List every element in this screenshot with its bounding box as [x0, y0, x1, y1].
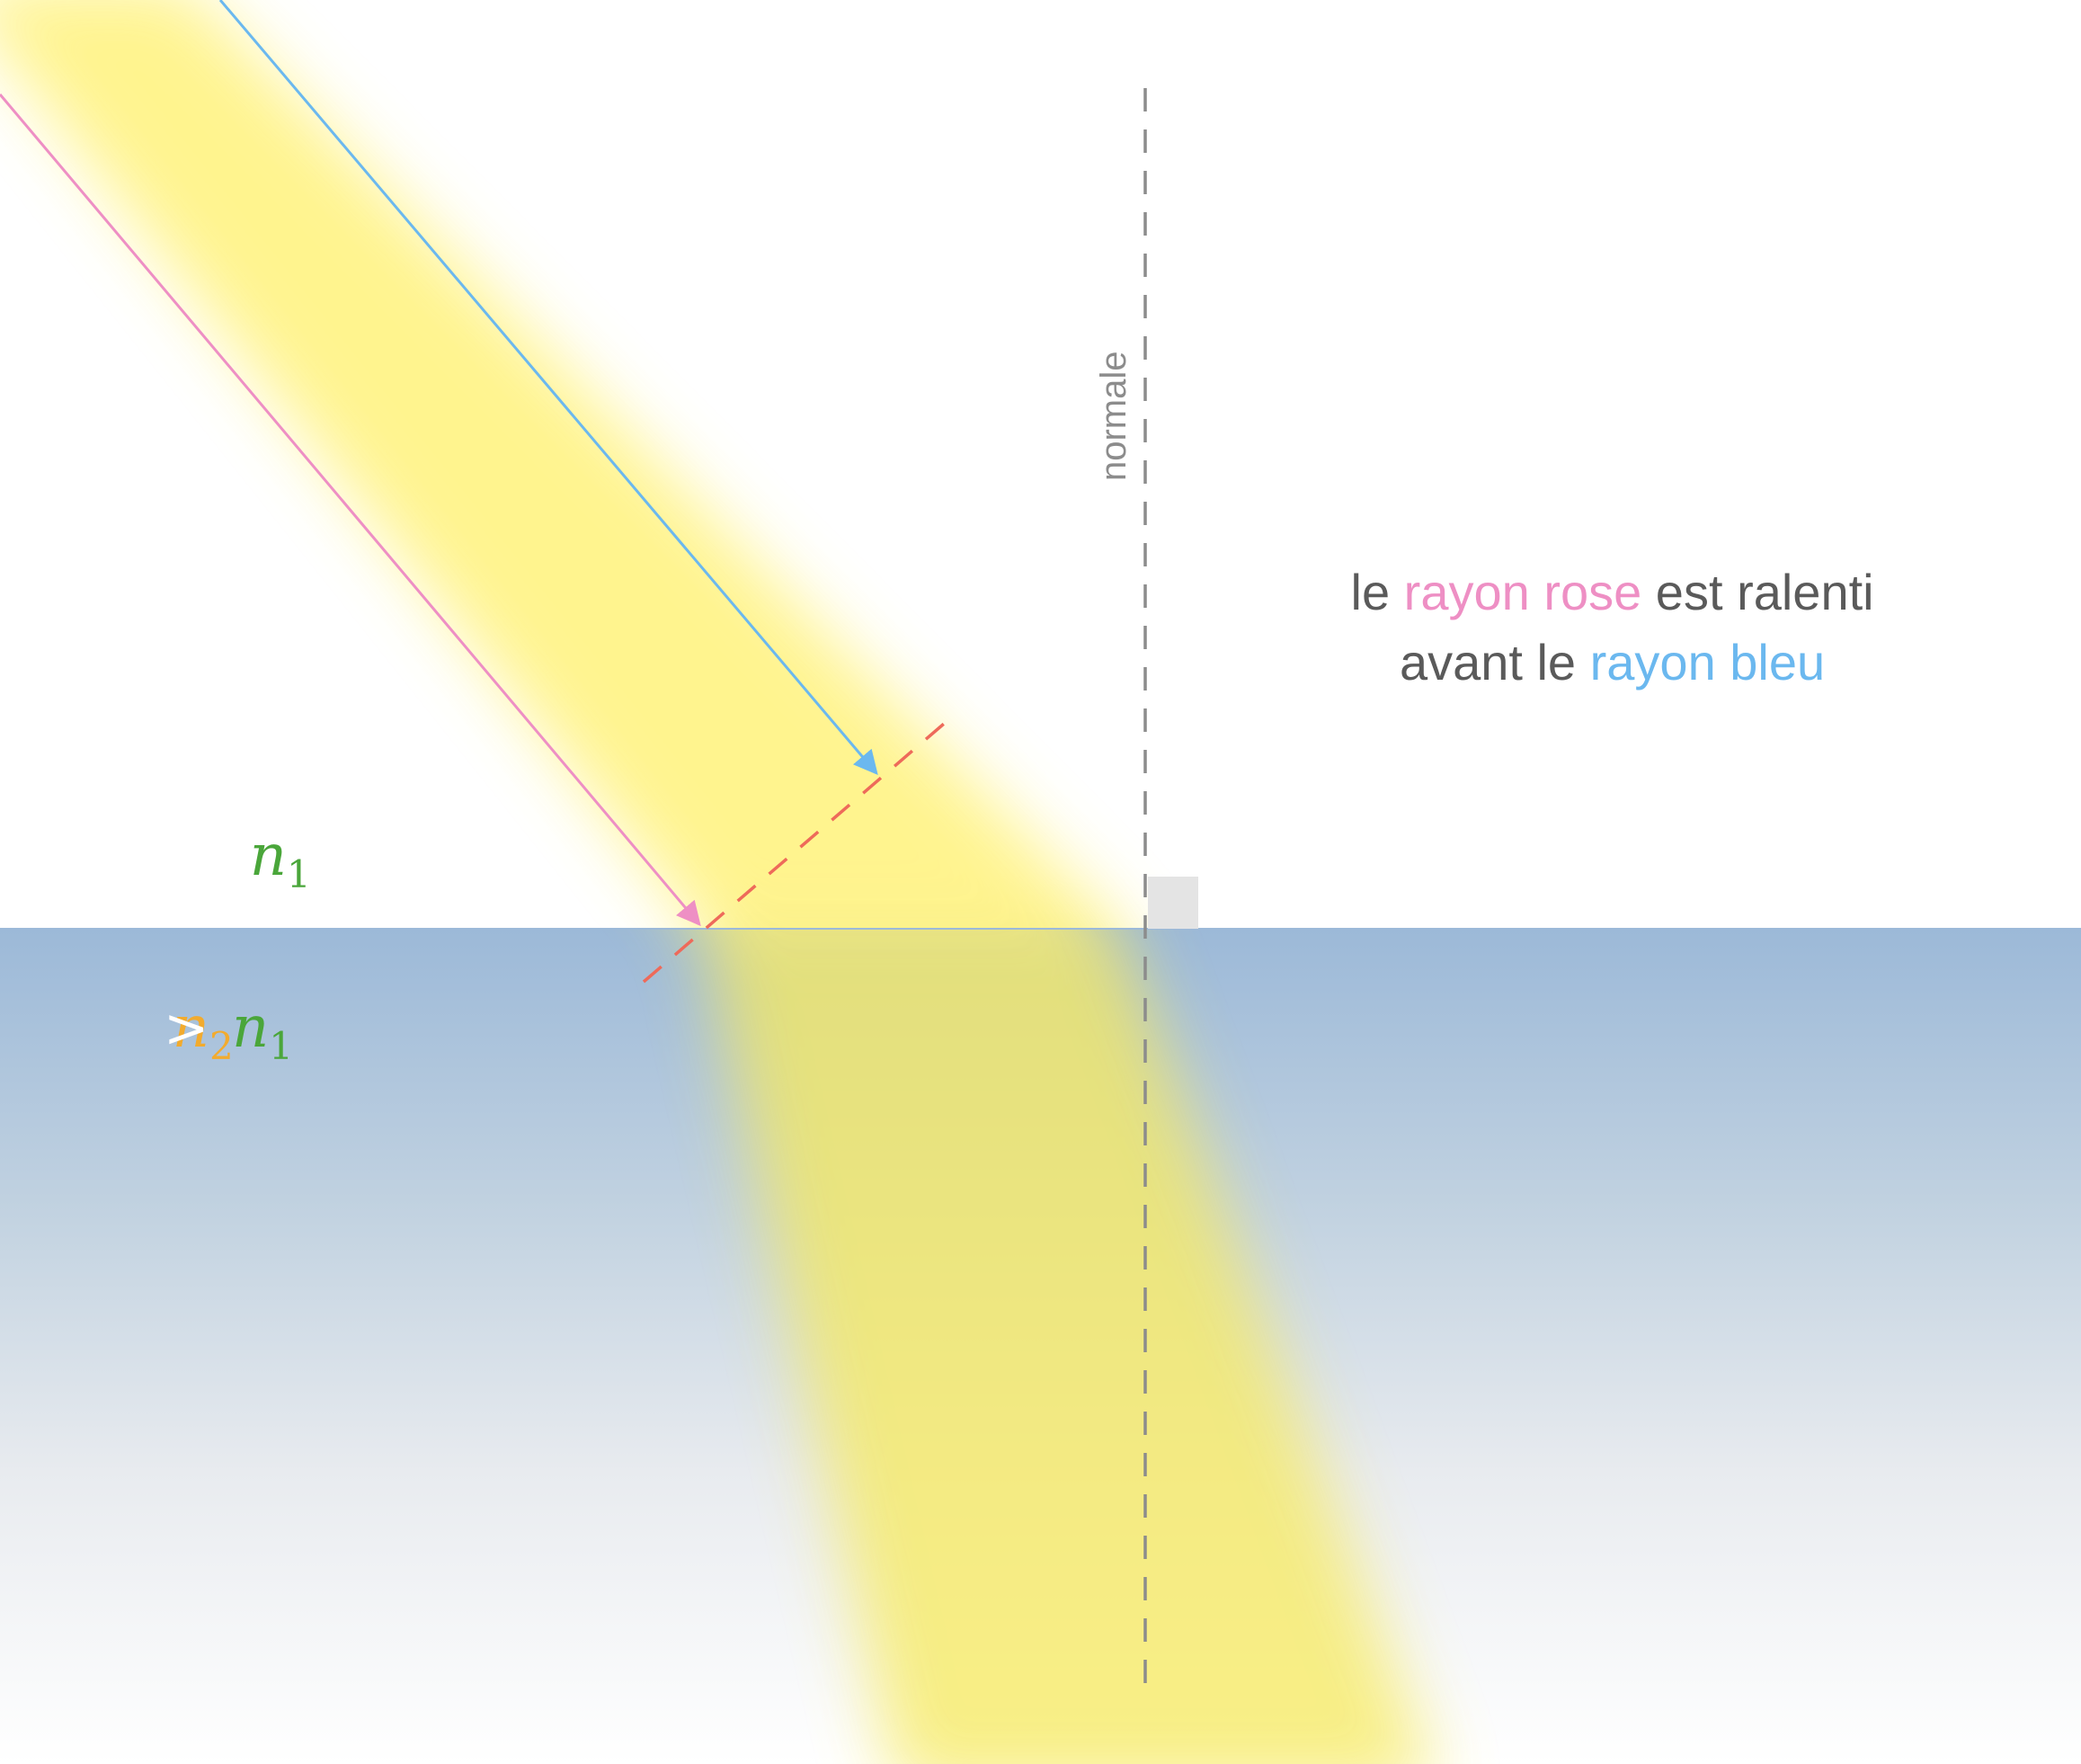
caption-line-2: avant le rayon bleu [1330, 634, 1867, 690]
n1-subscript: 1 [287, 852, 311, 896]
n2-gt-n1-label: n2> n1 [81, 994, 348, 1074]
n2-letter: n [173, 994, 209, 1061]
caption-line-1: le rayon rose est ralenti [1281, 564, 1916, 620]
n1-letter: n [250, 823, 287, 889]
n1-label: n1 [158, 823, 366, 902]
caption-rayon-bleu: rayon bleu [1590, 634, 1826, 690]
right-angle-marker [1148, 877, 1198, 929]
pink-ray [0, 94, 701, 927]
blue-ray [218, 0, 878, 776]
caption-rayon-rose: rayon rose [1404, 564, 1642, 620]
caption-2-pre: avant le [1400, 634, 1590, 690]
n2-subscript: 2 [209, 1024, 234, 1068]
caption-1-post: est ralenti [1641, 564, 1873, 620]
wavefront-line [642, 711, 958, 984]
normal-label: normale [1094, 351, 1134, 481]
light-beam [0, 0, 1429, 1764]
caption-1-pre: le [1351, 564, 1404, 620]
n1-letter-bottom: n [232, 994, 269, 1061]
greater-than-sign: > [164, 997, 209, 1060]
n1-subscript-bottom: 1 [269, 1024, 293, 1068]
